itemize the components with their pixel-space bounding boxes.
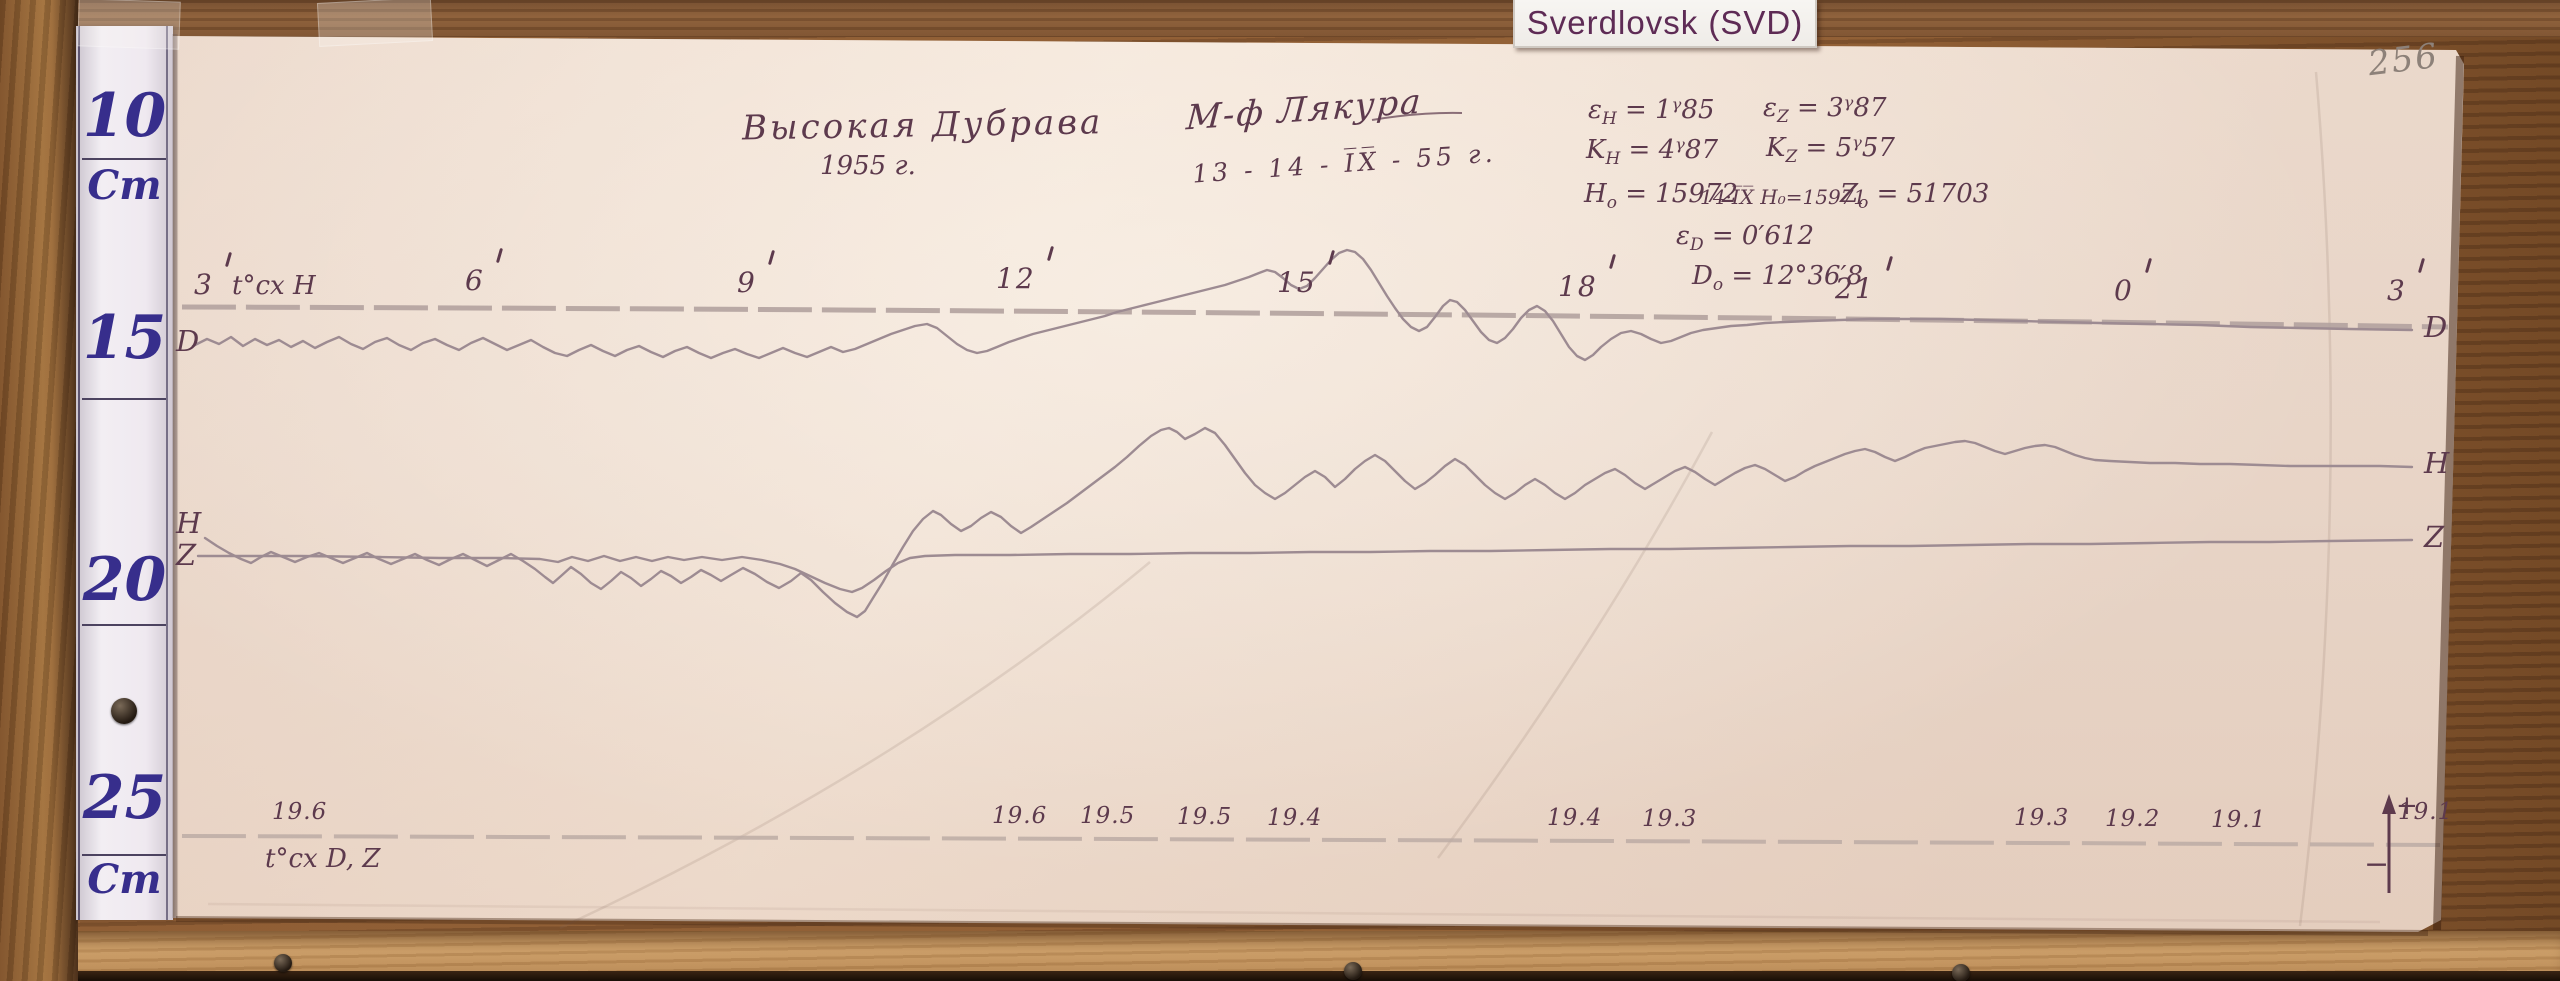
sym: ε <box>1676 221 1690 251</box>
trace-label-H-left: H <box>176 506 202 540</box>
ruler-mark-20: 20 <box>82 545 167 615</box>
temp-value: 19.4 <box>1547 805 1603 831</box>
const-K-H: KH = 4ᵞ87 <box>1586 136 1718 169</box>
const-Z0: Zo = 51703 <box>1840 180 1989 213</box>
temp-value: 19.3 <box>1642 806 1698 832</box>
page-number-pencil: 256 <box>2365 35 2442 85</box>
hour-text: 15 <box>1277 266 1317 299</box>
ruler-cm-line <box>82 854 166 856</box>
ruler-screw-hole <box>111 698 137 724</box>
hour-text: 12 <box>996 262 1036 295</box>
station-title: Высокая Дубрава <box>741 102 1104 149</box>
screw <box>274 954 292 972</box>
trace-label-Z-left: Z <box>176 538 197 572</box>
sym: K <box>1766 133 1786 163</box>
hour-text: 6 <box>465 264 485 297</box>
hour-label-21: 21 <box>1835 255 1893 305</box>
sub: o <box>1712 275 1724 296</box>
temperature-scale-label-DZ: t°cx D, Z <box>265 844 381 874</box>
const-eps-Z: εZ = 3ᵞ87 <box>1763 94 1887 127</box>
observatory-name-text: Sverdlovsk (SVD) <box>1526 4 1804 41</box>
ruler-cm-line <box>82 398 166 400</box>
sym: K <box>1586 135 1606 165</box>
temp-value: 19.6 <box>272 799 328 825</box>
const-eps-D: εD = 0′612 <box>1676 222 1814 255</box>
trace-label-Z-right: Z <box>2424 520 2445 554</box>
const-H0-note: 14·I̅X̅ H₀=15971 <box>1700 185 1867 209</box>
board-bottom-edge <box>0 971 2560 981</box>
hour-text: 3 <box>2387 274 2407 307</box>
adhesive-tape <box>316 0 434 47</box>
sym: Z <box>1840 179 1859 209</box>
ruler-mark-15: 15 <box>82 303 167 373</box>
hour-label-15: 15 <box>1277 249 1335 299</box>
ruler-cm-line <box>82 158 166 160</box>
trace-label-D-right: D <box>2424 310 2448 344</box>
temp-value: 19.3 <box>2014 805 2070 831</box>
val: = 1ᵞ85 <box>1616 95 1715 125</box>
ruler: 10 Ст 15 20 25 Ст <box>76 26 173 920</box>
temp-value: 19.6 <box>992 803 1048 829</box>
sym: ε <box>1588 95 1602 125</box>
sub: D <box>1689 235 1704 256</box>
temp-value: 19.1 <box>2211 807 2267 833</box>
sub: o <box>1858 193 1869 214</box>
sub: H <box>1605 149 1621 170</box>
hour-label-0: 0 <box>2114 257 2152 307</box>
sub: H <box>1601 109 1617 130</box>
temperature-scale-label-H: t°cx H <box>232 271 316 301</box>
hour-label-9: 9 <box>737 249 775 299</box>
ruler-mark-cm-bottom: Ст <box>87 856 162 903</box>
temp-value: 19.5 <box>1177 804 1233 830</box>
hour-label-3b: 3 <box>2387 257 2425 307</box>
hour-label-3: 3 <box>194 251 232 301</box>
temp-value: 19.5 <box>1080 803 1136 829</box>
hour-text: 0 <box>2114 274 2134 307</box>
hour-label-18: 18 <box>1558 253 1616 303</box>
hour-text: 21 <box>1835 272 1875 305</box>
observatory-name-label: Sverdlovsk (SVD) <box>1513 0 1817 48</box>
trace-label-D-left: D <box>176 324 200 358</box>
ruler-mark-cm: Ст <box>87 162 162 209</box>
wood-board-top-strip <box>0 0 2560 37</box>
arrow-plus-sign: + <box>2396 791 2418 821</box>
ruler-right-edge-line <box>166 26 168 920</box>
const-H0: Ho = 15972 <box>1584 180 1738 213</box>
arrow-minus-sign: − <box>2364 847 2390 882</box>
trace-label-H-right: H <box>2424 446 2450 480</box>
sub: o <box>1606 193 1617 214</box>
sub: Z <box>1776 107 1789 128</box>
screw <box>1344 962 1362 980</box>
sym: H <box>1584 179 1607 209</box>
val: = 3ᵞ87 <box>1788 93 1887 123</box>
val: = 4ᵞ87 <box>1620 135 1718 165</box>
sym: ε <box>1763 93 1777 123</box>
const-K-Z: KZ = 5ᵞ57 <box>1766 134 1895 167</box>
screw <box>1952 964 1970 981</box>
hour-label-6: 6 <box>465 247 503 297</box>
temp-value: 19.2 <box>2105 806 2161 832</box>
sym: D <box>1692 261 1713 291</box>
ruler-left-edge-line <box>78 26 80 920</box>
ruler-mark-25: 25 <box>82 763 167 833</box>
left-shadow <box>52 0 78 981</box>
val: = 0′612 <box>1703 221 1814 251</box>
hour-label-12: 12 <box>996 245 1054 295</box>
const-eps-H: εH = 1ᵞ85 <box>1588 96 1715 129</box>
hour-text: 3 <box>194 268 214 301</box>
val: = 15972 <box>1616 179 1738 209</box>
val: = 5ᵞ57 <box>1797 133 1895 163</box>
adhesive-tape <box>77 0 181 50</box>
ruler-mark-10: 10 <box>82 81 167 151</box>
station-year: 1955 г. <box>820 151 916 181</box>
sub: Z <box>1785 147 1798 168</box>
temp-value: 19.4 <box>1267 805 1323 831</box>
val: = 51703 <box>1868 179 1990 209</box>
ruler-cm-line <box>82 624 166 626</box>
hour-text: 18 <box>1558 270 1598 303</box>
hour-text: 9 <box>737 266 757 299</box>
